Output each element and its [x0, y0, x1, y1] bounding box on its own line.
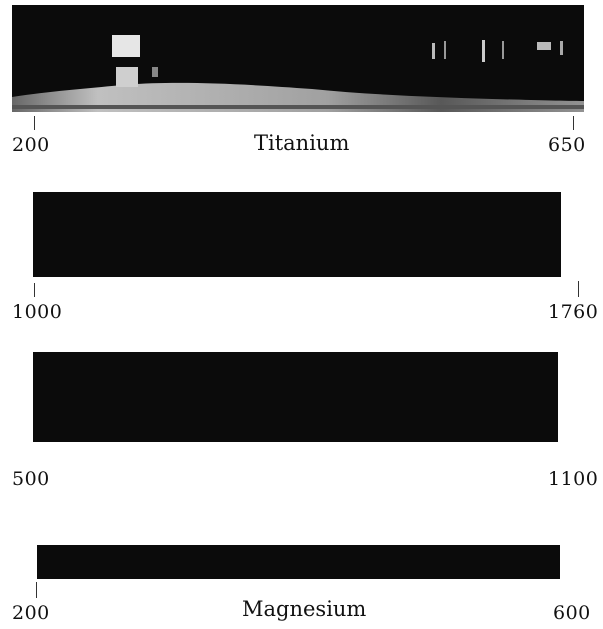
magnesium-range-start: 200	[12, 602, 50, 624]
titanium-label: Titanium	[254, 131, 350, 155]
titanium-end-tick	[573, 116, 574, 130]
spectrum-2-range-start: 1000	[12, 301, 63, 323]
spectrum-plate-magnesium	[37, 545, 560, 579]
spectrum-3-range-end: 1100	[548, 468, 599, 490]
magnesium-range-end: 600	[553, 602, 591, 624]
spectrum-2-start-tick	[34, 283, 35, 297]
spectrum-2-end-tick	[578, 281, 579, 297]
titanium-range-end: 650	[548, 134, 586, 156]
spectrum-plate-2	[33, 192, 561, 277]
spectrum-3-range-start: 500	[12, 468, 50, 490]
spectrum-plate-titanium	[12, 5, 584, 112]
spectrum-2-range-end: 1760	[548, 301, 599, 323]
titanium-range-start: 200	[12, 134, 50, 156]
titanium-start-tick	[34, 116, 35, 130]
spectrum-plate-3	[33, 352, 558, 442]
titanium-emission-lines	[12, 35, 584, 112]
magnesium-start-tick	[36, 582, 37, 598]
magnesium-label: Magnesium	[242, 597, 367, 621]
